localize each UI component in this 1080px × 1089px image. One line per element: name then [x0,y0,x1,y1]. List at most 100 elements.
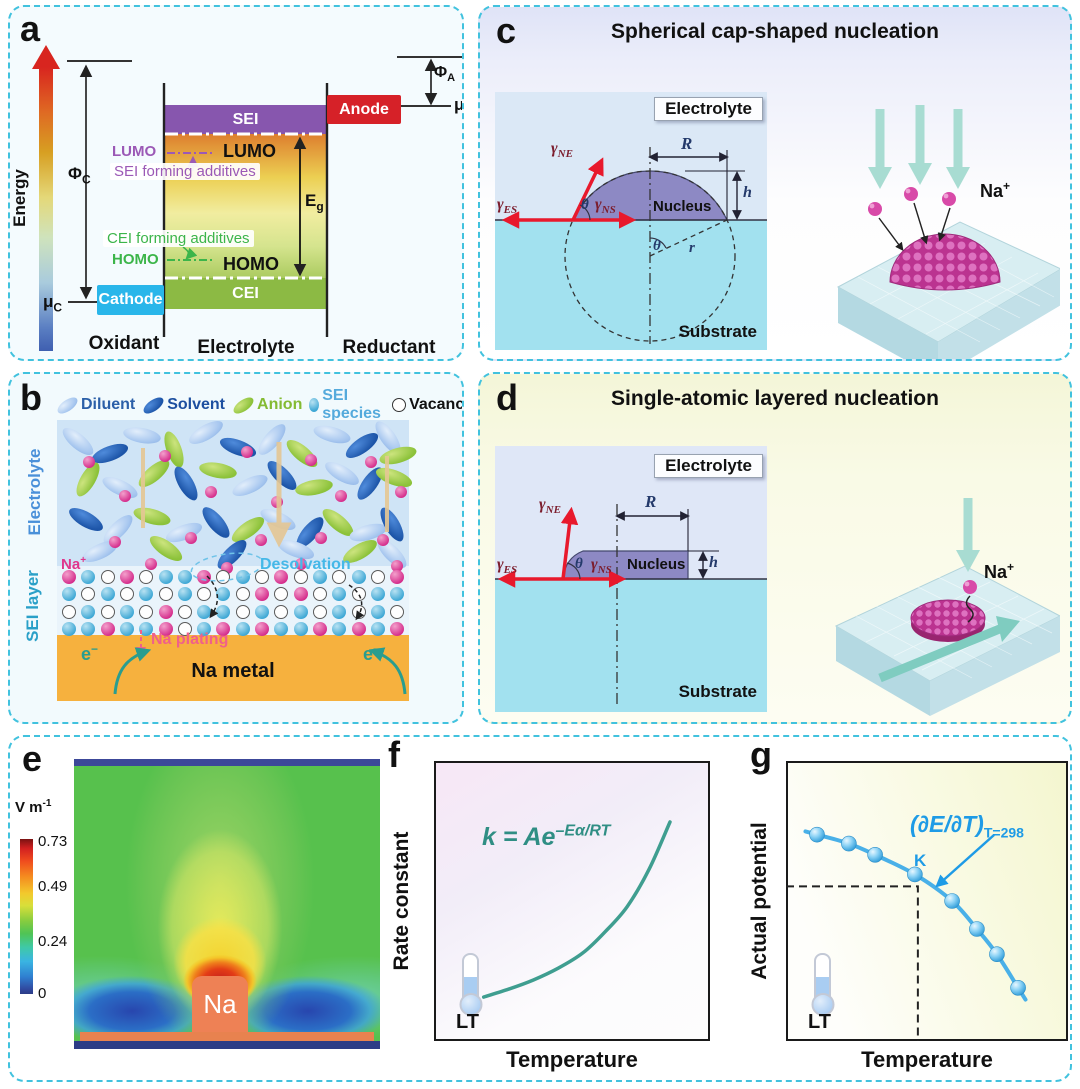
layer-nucleation-diagram: Electrolyte Substrate Nucleus γES γNS γN… [495,446,767,712]
na-ion-dot [83,456,95,468]
panel-efg: e V m-1 0.73 0.49 0.24 0 Na f Rate const… [8,735,1072,1082]
g-ylabel: Actual potential [748,822,771,980]
gamma-es-label: γES [497,556,518,577]
layer-growth-art [834,498,1062,716]
data-point-marker [989,946,1005,962]
vacancy-dot [332,570,347,584]
na-ion-dot [315,532,327,544]
na-plating-label: Na plating [151,631,229,648]
data-point-marker [907,866,923,883]
theta-label: θ [575,556,583,572]
sei-species-dot [100,587,115,602]
theta-upper-label: θ [581,197,589,213]
sei-species-dot [390,587,405,602]
homo-additive-level-label: HOMO [112,251,159,268]
ion-landing-arrows [878,202,951,252]
panel-b-label: b [20,377,42,418]
electrolyte-side-label: Electrolyte [25,448,44,536]
colorbar-tick: 0 [38,985,47,1002]
na-ion-sphere [963,580,977,594]
colorbar-tick: 0.24 [38,933,68,950]
layer-diagram-linework [495,504,767,708]
legend-item: Diluent [54,393,135,417]
data-point-marker [1010,980,1026,996]
na-ion-dot [365,456,377,468]
sei-band-label: SEI [232,110,259,128]
energy-arrow-icon [32,45,60,69]
g-xlabel: Temperature [861,1047,993,1072]
vacancy-dot [177,622,192,637]
legend: Diluent Solvent Anion SEI species Vacanc… [54,387,462,423]
substrate-right-face [930,616,1060,716]
panel-c: c Spherical cap-shaped nucleation [478,5,1072,361]
anode-label: Anode [339,100,389,118]
substrate-front-face [838,287,938,359]
cap-diagram-linework [495,147,767,344]
temperature-coefficient-equation: (∂E/∂T)T=298 [910,811,1024,841]
vacancy-dot [390,604,405,619]
deposition-arrows [868,105,970,189]
sei-species-dot [197,622,212,637]
vacancy-dot [312,604,327,619]
vacancy-dot [235,604,250,619]
gamma-ne-arrow [560,506,579,580]
vacancy-dot [274,587,289,602]
gamma-ne-label: γNE [551,140,573,161]
sei-species-dot [197,604,212,619]
ion-path-squiggle [965,595,974,623]
na-ion-dot [119,490,131,502]
cei-band-label: CEI [232,284,259,302]
top-electrode-strip [74,759,380,766]
sei-species-dot [351,570,366,584]
arrhenius-equation: k = Ae–Eα/RT [482,822,611,851]
sei-species-dot [312,570,327,584]
sei-species-dot [177,587,192,602]
cap-radius-label: R [681,134,693,153]
lateral-growth-arrow [878,616,1020,683]
interface-scene: Na+ Desolvation Na plating e− e− Na meta… [57,416,419,701]
vacancy-dot [62,604,76,619]
na-ion-dot [390,622,405,637]
arrhenius-curve [481,820,672,999]
gamma-es-label: γES [497,196,518,217]
equation-pointer-arrow [935,834,995,888]
panel-a-linework [67,56,462,337]
nucleus-label: Nucleus [627,556,686,573]
sei-band: SEI [164,105,327,134]
na-ion-dot [185,532,197,544]
na-ion-dot [197,570,212,584]
na-metal-label: Na metal [191,660,275,682]
cei-additives-label: CEI forming additives [103,230,254,247]
layer-growth-illustration: Na+ [780,456,1062,718]
data-point-marker [867,847,883,863]
na-ion-dot [377,534,389,546]
gamma-ns-label: γNS [595,196,616,217]
k-point-crosshair [786,885,919,1041]
vacancy-dot [370,570,385,584]
na-ion-dot [100,622,115,637]
potential-curve [786,826,1028,1041]
na-ion-spheres [868,187,956,216]
data-point-marker [969,921,985,937]
na-ion-dot [159,450,171,462]
theta-arc-upper [579,204,591,221]
sei-species-dot [332,604,347,619]
na-ion-dot [62,570,76,584]
na-ion-dot [295,558,307,570]
sei-species-dot [274,622,289,637]
field-heatmap: Na [74,759,380,1049]
na-ion-dot [390,570,405,584]
panel-f-label: f [388,735,400,775]
panel-d-label: d [496,377,518,418]
na-ion-dot [293,587,308,602]
oxidant-label: Oxidant [88,333,160,354]
na-ion-dot [391,560,403,572]
na-ion-dot [109,536,121,548]
low-temperature-label: LT [456,1011,479,1033]
sei-species-dot [332,587,347,602]
panel-c-title: Spherical cap-shaped nucleation [611,20,939,43]
diluent-icon [54,393,81,417]
molecule-layer [57,416,419,701]
thermometer-icon [814,953,831,1009]
panel-g-label: g [750,735,772,775]
